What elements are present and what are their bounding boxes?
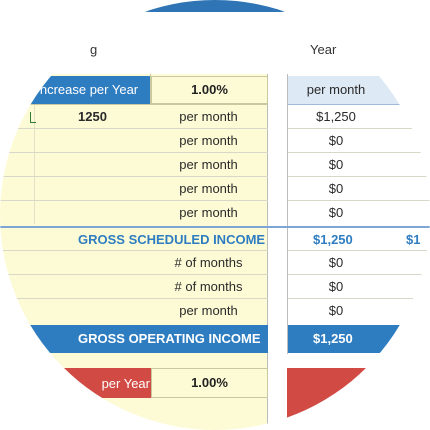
column-divider <box>267 74 268 430</box>
top-blue-banner <box>120 0 310 12</box>
gross-scheduled-income-next: $1 <box>406 232 421 247</box>
expense-label-cell <box>0 368 151 398</box>
row-value: $0 <box>328 279 344 294</box>
row-separator-right <box>288 128 430 129</box>
increase-percent-input[interactable]: 1.00% <box>151 76 268 104</box>
row-amount-input[interactable] <box>55 153 130 177</box>
row-value: $0 <box>328 181 344 196</box>
row-unit: per month <box>179 133 238 148</box>
row-value: $0 <box>328 303 344 318</box>
per-month-header: per month <box>306 82 366 97</box>
row-separator-right <box>288 274 430 275</box>
increase-label: ncrease per Year <box>39 82 139 97</box>
column-divider-left <box>34 104 35 224</box>
expense-band-right <box>287 368 430 430</box>
gross-operating-income-value: $1,250 <box>313 331 353 346</box>
row-separator <box>0 250 268 251</box>
row-separator <box>0 104 268 105</box>
row-unit: per month <box>179 181 238 196</box>
row-value: $1,250 <box>316 109 356 124</box>
section-separator <box>0 226 430 228</box>
row-separator <box>0 128 268 129</box>
row-separator-right <box>288 298 430 299</box>
gross-operating-income-band <box>0 325 268 353</box>
row-separator <box>0 176 268 177</box>
gross-scheduled-income-value: $1,250 <box>313 232 353 247</box>
row-value: $0 <box>328 157 344 172</box>
row-separator-right <box>288 104 430 105</box>
header-left-label: g <box>90 42 98 57</box>
row-separator <box>0 200 268 201</box>
row-unit: per month <box>179 157 238 172</box>
row-separator-right <box>288 152 430 153</box>
row-amount-input[interactable] <box>55 177 130 201</box>
column-divider-right <box>287 74 288 354</box>
row-unit: # of months <box>174 255 243 270</box>
header-year-label: Year <box>310 42 337 57</box>
row-separator-right <box>288 176 430 177</box>
expense-label: per Year <box>101 376 150 391</box>
row-amount-input[interactable] <box>55 201 130 225</box>
row-separator <box>0 298 268 299</box>
row-separator <box>0 152 268 153</box>
row-value: $0 <box>328 255 344 270</box>
row-unit: per month <box>179 205 238 220</box>
row-separator-right <box>288 200 430 201</box>
row-value: $0 <box>328 205 344 220</box>
row-amount-input[interactable] <box>55 129 130 153</box>
row-unit: # of months <box>174 279 243 294</box>
header-strip <box>0 16 430 74</box>
row-separator <box>0 274 268 275</box>
row-value: $0 <box>328 133 344 148</box>
rent-amount-input[interactable]: 1250 <box>78 109 107 124</box>
expense-percent-input[interactable]: 1.00% <box>151 368 268 398</box>
gross-operating-income-band-right <box>288 325 430 353</box>
increase-label-cell <box>0 76 150 104</box>
per-month-header-cell <box>288 76 430 104</box>
corner-marker-icon <box>30 112 36 123</box>
row-unit: per month <box>179 109 238 124</box>
gross-operating-income-label: GROSS OPERATING INCOME <box>78 331 261 346</box>
gross-scheduled-income-label: GROSS SCHEDULED INCOME <box>78 232 266 247</box>
row-separator-right <box>288 250 430 251</box>
column-divider-pct <box>150 74 151 104</box>
row-unit: per month <box>179 303 238 318</box>
